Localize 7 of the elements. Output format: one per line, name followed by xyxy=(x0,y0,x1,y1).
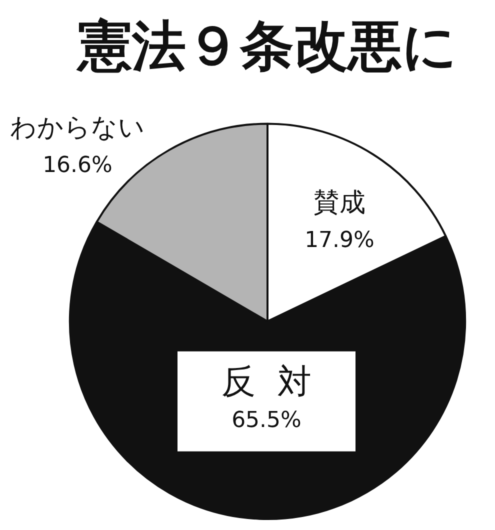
slice-label: 反対 xyxy=(222,362,334,402)
data-label: 17.9% xyxy=(304,228,374,254)
chart-title: 憲法９条改悪に xyxy=(76,14,457,78)
data-label: 65.5% xyxy=(232,408,302,434)
data-label: 16.6% xyxy=(42,153,112,178)
slice-label: 賛成 xyxy=(314,188,366,218)
slice-label: わからない xyxy=(10,113,145,144)
